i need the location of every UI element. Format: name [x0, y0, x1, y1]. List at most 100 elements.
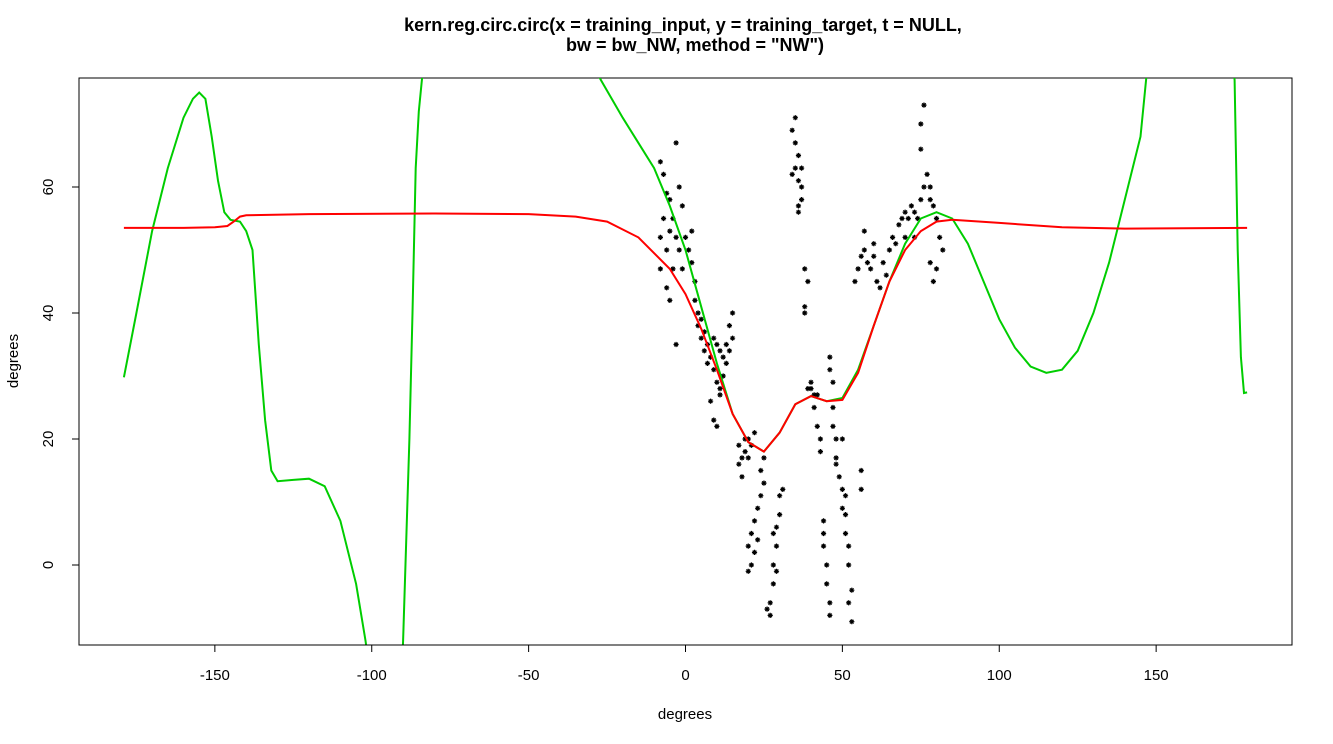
point	[780, 486, 786, 492]
y-axis-label: degrees	[5, 334, 22, 388]
point	[918, 121, 924, 127]
point	[773, 568, 780, 574]
point	[748, 530, 754, 537]
point	[751, 518, 758, 524]
point	[767, 612, 773, 618]
point	[814, 392, 820, 398]
point	[667, 196, 673, 203]
point	[855, 266, 861, 272]
point	[805, 278, 811, 285]
point	[908, 203, 915, 209]
point	[714, 423, 720, 429]
point	[846, 600, 852, 606]
point	[704, 360, 711, 366]
point	[698, 316, 704, 322]
fit-line	[122, 78, 1248, 645]
point	[748, 442, 754, 448]
point	[664, 247, 670, 253]
point	[729, 310, 736, 316]
point	[695, 310, 701, 316]
point	[673, 341, 679, 348]
point	[817, 436, 824, 442]
point	[902, 209, 908, 215]
point	[751, 430, 758, 436]
point	[896, 222, 902, 228]
point	[676, 184, 682, 190]
point	[670, 266, 676, 272]
point	[798, 196, 805, 203]
y-tick-label: 20	[40, 431, 57, 448]
point	[657, 234, 663, 240]
point	[864, 259, 871, 266]
point	[802, 310, 808, 316]
x-tick-label: -100	[357, 667, 387, 684]
point	[827, 367, 833, 373]
point	[745, 568, 751, 574]
point	[918, 196, 924, 203]
point	[820, 543, 827, 549]
point	[839, 436, 845, 442]
point	[676, 247, 682, 253]
point	[849, 587, 855, 593]
point	[673, 140, 679, 146]
point	[777, 511, 783, 518]
point	[808, 379, 814, 385]
point	[714, 341, 720, 348]
point	[667, 228, 673, 234]
point	[708, 354, 714, 360]
point	[764, 606, 770, 612]
point	[770, 530, 776, 537]
point	[820, 518, 827, 524]
point	[795, 209, 802, 215]
point	[660, 215, 667, 222]
point	[940, 247, 946, 253]
point	[933, 215, 940, 222]
point	[858, 486, 864, 492]
point	[868, 266, 874, 272]
chart-title: kern.reg.circ.circ(x = training_input, y…	[404, 15, 962, 35]
point	[833, 455, 839, 461]
point	[742, 448, 748, 455]
point	[937, 234, 943, 240]
point	[827, 354, 833, 360]
plot-area	[122, 78, 1248, 645]
point	[657, 266, 663, 272]
point	[773, 524, 780, 530]
point	[817, 448, 824, 455]
point	[918, 146, 924, 152]
point	[927, 259, 933, 266]
point	[717, 392, 723, 398]
point	[839, 486, 845, 492]
point	[708, 398, 714, 404]
point	[883, 272, 889, 278]
point	[849, 619, 855, 625]
point	[805, 385, 811, 392]
point	[686, 247, 692, 253]
point	[695, 322, 701, 329]
point	[739, 474, 745, 480]
point	[711, 417, 717, 423]
point	[871, 241, 877, 247]
point	[761, 480, 767, 486]
point	[689, 259, 695, 266]
y-tick-label: 40	[40, 305, 57, 322]
point	[720, 354, 726, 360]
point	[927, 184, 933, 190]
point	[777, 493, 783, 499]
point	[911, 209, 918, 215]
point	[742, 436, 748, 442]
point	[886, 247, 893, 253]
x-axis-label: degrees	[658, 706, 712, 723]
point	[670, 215, 676, 222]
x-tick-label: -150	[200, 667, 230, 684]
point	[689, 228, 695, 234]
point	[745, 543, 751, 549]
point	[717, 348, 723, 354]
point	[842, 511, 849, 518]
point	[770, 562, 776, 568]
fit-line	[123, 212, 1248, 453]
point	[830, 404, 836, 411]
point	[811, 392, 817, 398]
point	[893, 241, 899, 247]
